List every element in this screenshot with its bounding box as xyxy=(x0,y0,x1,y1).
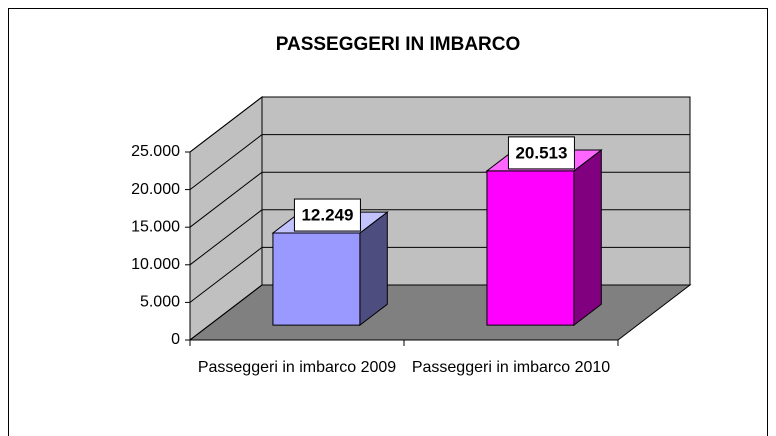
y-tick-label: 5.000 xyxy=(140,294,180,311)
bar-front xyxy=(272,232,361,326)
grid-line xyxy=(189,96,690,153)
y-tick-label: 0 xyxy=(171,331,180,348)
y-tick-label: 15.000 xyxy=(131,218,180,235)
y-tick-label: 25.000 xyxy=(131,143,180,160)
bar-front xyxy=(486,170,575,326)
bar xyxy=(485,148,603,327)
x-tick-label: Passeggeri in imbarco 2010 xyxy=(411,359,611,376)
x-tick-label: Passeggeri in imbarco 2009 xyxy=(197,359,397,376)
grid-line xyxy=(189,134,690,190)
floor xyxy=(188,284,692,341)
bar-side xyxy=(573,148,602,327)
value-label-box xyxy=(507,136,575,170)
value-label: 20.513 xyxy=(515,143,567,162)
value-label: 12.249 xyxy=(301,206,353,225)
chart-title: PASSEGGERI IN IMBARCO xyxy=(276,34,521,55)
y-tick-label: 10.000 xyxy=(131,256,180,273)
value-label-box xyxy=(293,198,361,232)
y-tick-label: 20.000 xyxy=(131,181,180,198)
